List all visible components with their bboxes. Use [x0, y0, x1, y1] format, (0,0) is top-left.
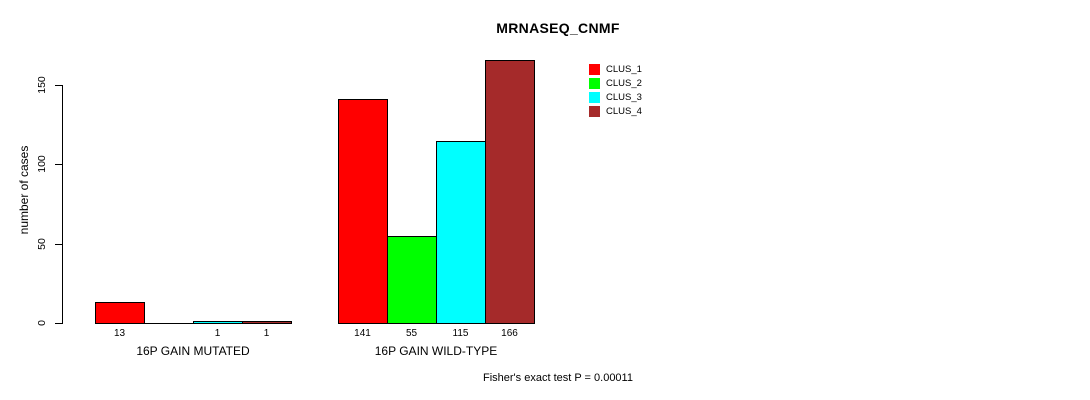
- bar-value-label: 13: [113, 328, 126, 339]
- legend-item-label: CLUS_4: [606, 106, 642, 117]
- legend-item-clus-1: CLUS_1: [589, 64, 642, 75]
- bar-clus-3-group-0: [193, 321, 243, 324]
- y-axis-tick-label: 0: [36, 320, 48, 326]
- bar-value-label: 1: [214, 328, 221, 339]
- legend-item-clus-3: CLUS_3: [589, 92, 642, 103]
- y-axis-title: number of cases: [17, 145, 31, 235]
- y-axis-line: [62, 85, 63, 324]
- bar-value-label: 115: [452, 328, 469, 339]
- y-axis-tick: [55, 323, 62, 324]
- y-axis-tick: [55, 244, 62, 245]
- bar-clus-1-group-1: [338, 99, 388, 324]
- bar-value-label: 55: [405, 328, 418, 339]
- y-axis-tick: [55, 164, 62, 165]
- legend-swatch: [589, 106, 600, 117]
- bar-clus-2-group-0: [144, 323, 194, 324]
- legend-item-label: CLUS_1: [606, 64, 642, 75]
- x-category-label: 16P GAIN MUTATED: [136, 344, 250, 358]
- legend-item-clus-2: CLUS_2: [589, 78, 642, 89]
- legend-swatch: [589, 92, 600, 103]
- legend-item-label: CLUS_3: [606, 92, 642, 103]
- y-axis-tick: [55, 85, 62, 86]
- bar-value-label: 1: [263, 328, 270, 339]
- y-axis-tick-label: 150: [36, 76, 48, 94]
- bar-clus-4-group-0: [242, 321, 292, 324]
- bar-clus-4-group-1: [485, 60, 535, 324]
- y-axis-tick-label: 50: [36, 238, 48, 250]
- bar-clus-3-group-1: [436, 141, 486, 324]
- fisher-test-annotation: Fisher's exact test P = 0.00011: [483, 372, 633, 384]
- bar-value-label: 166: [501, 328, 518, 339]
- bar-value-label: 141: [354, 328, 371, 339]
- bar-clus-2-group-1: [387, 236, 437, 324]
- legend-swatch: [589, 64, 600, 75]
- y-axis-tick-label: 100: [36, 155, 48, 173]
- chart-title: MRNASEQ_CNMF: [496, 20, 620, 36]
- legend-item-clus-4: CLUS_4: [589, 106, 642, 117]
- bar-clus-1-group-0: [95, 302, 145, 324]
- legend: CLUS_1 CLUS_2 CLUS_3 CLUS_4: [589, 64, 642, 120]
- x-category-label: 16P GAIN WILD-TYPE: [374, 344, 498, 358]
- legend-item-label: CLUS_2: [606, 78, 642, 89]
- legend-swatch: [589, 78, 600, 89]
